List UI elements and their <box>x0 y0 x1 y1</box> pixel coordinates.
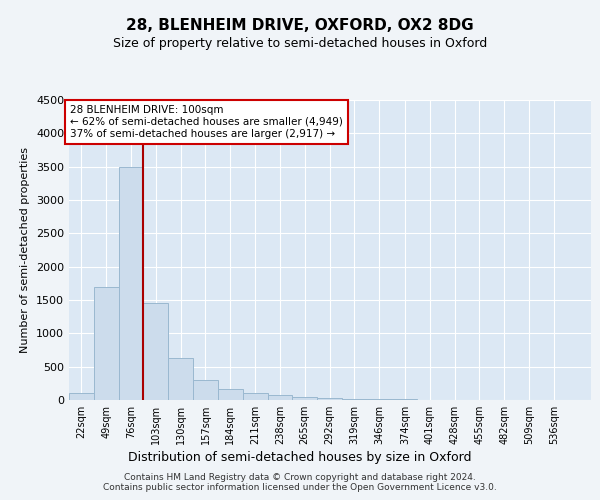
Bar <box>168 358 193 400</box>
Bar <box>268 395 292 400</box>
Bar <box>317 398 342 400</box>
Text: Contains HM Land Registry data © Crown copyright and database right 2024.
Contai: Contains HM Land Registry data © Crown c… <box>103 473 497 492</box>
Bar <box>218 390 242 400</box>
Text: Distribution of semi-detached houses by size in Oxford: Distribution of semi-detached houses by … <box>128 451 472 464</box>
Y-axis label: Number of semi-detached properties: Number of semi-detached properties <box>20 147 31 353</box>
Bar <box>292 396 317 400</box>
Text: 28, BLENHEIM DRIVE, OXFORD, OX2 8DG: 28, BLENHEIM DRIVE, OXFORD, OX2 8DG <box>126 18 474 32</box>
Bar <box>242 394 268 400</box>
Text: Size of property relative to semi-detached houses in Oxford: Size of property relative to semi-detach… <box>113 38 487 51</box>
Bar <box>193 380 218 400</box>
Bar <box>143 304 168 400</box>
Bar <box>69 394 94 400</box>
Text: 28 BLENHEIM DRIVE: 100sqm
← 62% of semi-detached houses are smaller (4,949)
37% : 28 BLENHEIM DRIVE: 100sqm ← 62% of semi-… <box>70 106 343 138</box>
Bar <box>342 398 367 400</box>
Bar <box>94 286 119 400</box>
Bar <box>119 166 143 400</box>
